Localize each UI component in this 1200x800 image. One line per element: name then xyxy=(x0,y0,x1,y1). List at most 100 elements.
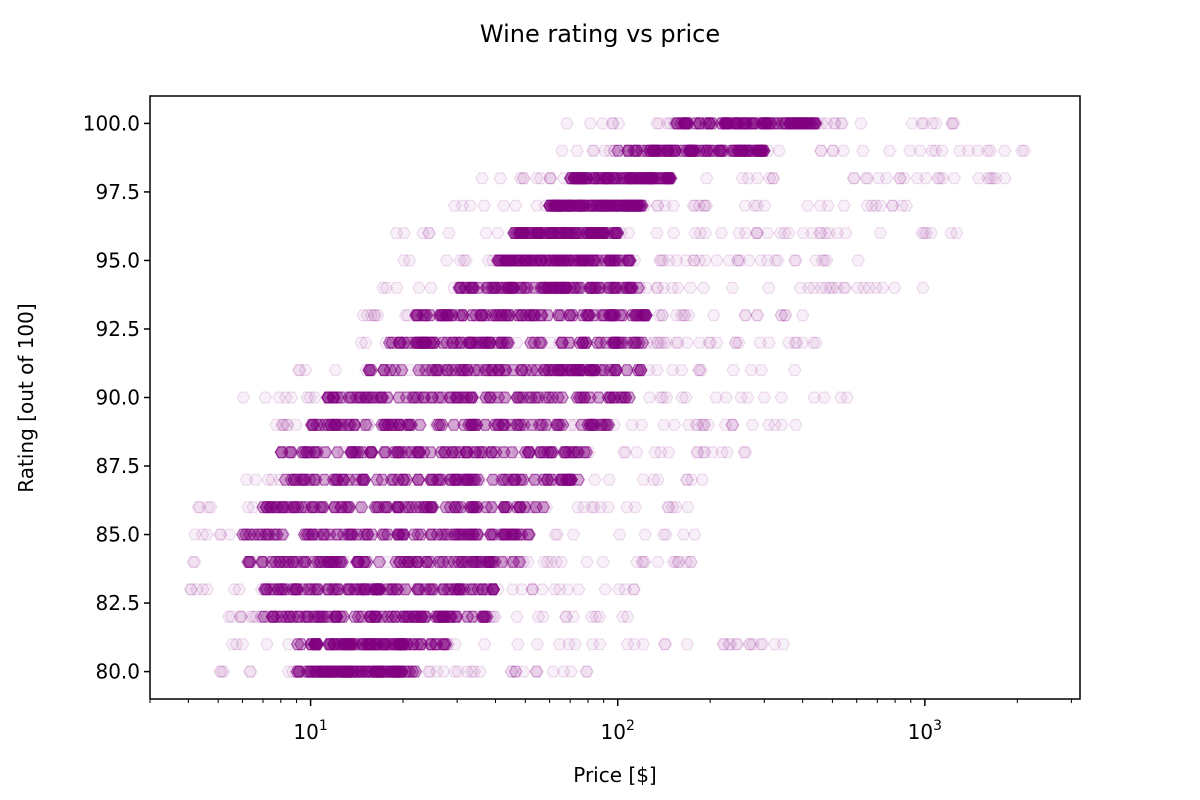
scatter-point xyxy=(561,473,576,486)
scatter-point xyxy=(370,665,385,678)
scatter-point xyxy=(302,528,317,541)
scatter-point xyxy=(423,555,437,568)
scatter-point xyxy=(871,172,886,185)
scatter-point xyxy=(508,665,523,678)
scatter-point xyxy=(680,501,695,514)
scatter-point xyxy=(635,555,650,568)
scatter-point xyxy=(391,665,406,678)
scatter-point xyxy=(680,473,694,486)
scatter-point xyxy=(281,446,295,459)
scatter-point xyxy=(402,665,416,678)
scatter-point xyxy=(360,309,375,322)
scatter-point xyxy=(593,638,607,651)
scatter-point xyxy=(227,583,242,596)
scatter-point xyxy=(491,583,505,596)
scatter-point xyxy=(549,473,564,486)
scatter-point xyxy=(379,281,394,294)
scatter-point xyxy=(536,501,551,514)
scatter-point xyxy=(692,336,707,349)
scatter-point xyxy=(655,172,670,185)
scatter-point xyxy=(531,418,546,431)
scatter-point xyxy=(337,473,352,486)
scatter-point xyxy=(636,473,651,486)
scatter-point xyxy=(444,528,459,541)
scatter-point xyxy=(593,501,608,514)
scatter-point xyxy=(414,528,428,541)
scatter-point xyxy=(380,583,395,596)
scatter-point xyxy=(315,501,329,514)
scatter-point xyxy=(1014,144,1029,157)
scatter-point xyxy=(517,501,532,514)
scatter-point xyxy=(451,528,465,541)
scatter-point xyxy=(681,309,696,322)
scatter-point xyxy=(510,391,525,404)
scatter-point xyxy=(580,665,594,678)
scatter-point xyxy=(241,501,255,514)
scatter-point xyxy=(496,391,510,404)
scatter-point xyxy=(400,555,415,568)
scatter-point xyxy=(301,528,316,541)
scatter-point xyxy=(410,555,424,568)
scatter-point xyxy=(320,583,334,596)
scatter-point xyxy=(609,364,623,377)
scatter-point xyxy=(392,528,407,541)
y-axis: 80.0 82.5 85.0 87.5 90.0 92.5 95.0 97.5 100.0 xyxy=(83,111,150,684)
scatter-point xyxy=(529,473,543,486)
scatter-point xyxy=(463,528,477,541)
scatter-point xyxy=(997,144,1012,157)
scatter-point xyxy=(800,199,815,212)
x-tick-label: 102 xyxy=(601,718,635,744)
scatter-point xyxy=(457,254,471,267)
scatter-point xyxy=(559,610,574,623)
scatter-point xyxy=(379,501,393,514)
scatter-point xyxy=(581,446,596,459)
scatter-point xyxy=(437,528,452,541)
scatter-point xyxy=(746,638,760,651)
scatter-point xyxy=(606,391,621,404)
scatter-point xyxy=(233,610,248,623)
scatter-point xyxy=(701,418,716,431)
scatter-point xyxy=(692,254,707,267)
scatter-point xyxy=(356,555,371,568)
scatter-point xyxy=(504,555,518,568)
scatter-point xyxy=(468,473,483,486)
scatter-point xyxy=(394,610,409,623)
scatter-point xyxy=(201,501,216,514)
scatter-point xyxy=(434,473,449,486)
scatter-point xyxy=(505,528,520,541)
scatter-point xyxy=(388,610,403,623)
scatter-point xyxy=(438,638,453,651)
scatter-point xyxy=(359,583,373,596)
scatter-point xyxy=(446,555,460,568)
scatter-point xyxy=(548,583,562,596)
scatter-point xyxy=(406,638,420,651)
scatter-point xyxy=(796,227,810,239)
scatter-point xyxy=(294,638,309,651)
scatter-point xyxy=(334,473,349,486)
scatter-point xyxy=(475,528,490,541)
scatter-point xyxy=(543,473,558,486)
scatter-point xyxy=(543,172,558,185)
scatter-point xyxy=(380,391,394,404)
scatter-point xyxy=(362,665,377,678)
scatter-point xyxy=(717,638,732,651)
scatter-point xyxy=(980,144,995,157)
scatter-point xyxy=(757,391,772,404)
scatter-point xyxy=(596,281,611,294)
scatter-point xyxy=(420,501,435,514)
scatter-point xyxy=(465,281,480,294)
scatter-point xyxy=(750,172,765,185)
scatter-point xyxy=(436,665,451,678)
scatter-point xyxy=(656,528,671,541)
scatter-point xyxy=(339,501,354,514)
x-axis-label: Price [$] xyxy=(573,763,656,787)
scatter-point xyxy=(424,281,438,294)
scatter-point xyxy=(368,501,383,514)
chart-title: Wine rating vs price xyxy=(480,20,720,48)
scatter-point xyxy=(651,144,666,157)
scatter-point xyxy=(627,144,642,157)
scatter-point xyxy=(426,583,441,596)
scatter-point xyxy=(265,473,280,486)
scatter-point xyxy=(651,555,665,568)
